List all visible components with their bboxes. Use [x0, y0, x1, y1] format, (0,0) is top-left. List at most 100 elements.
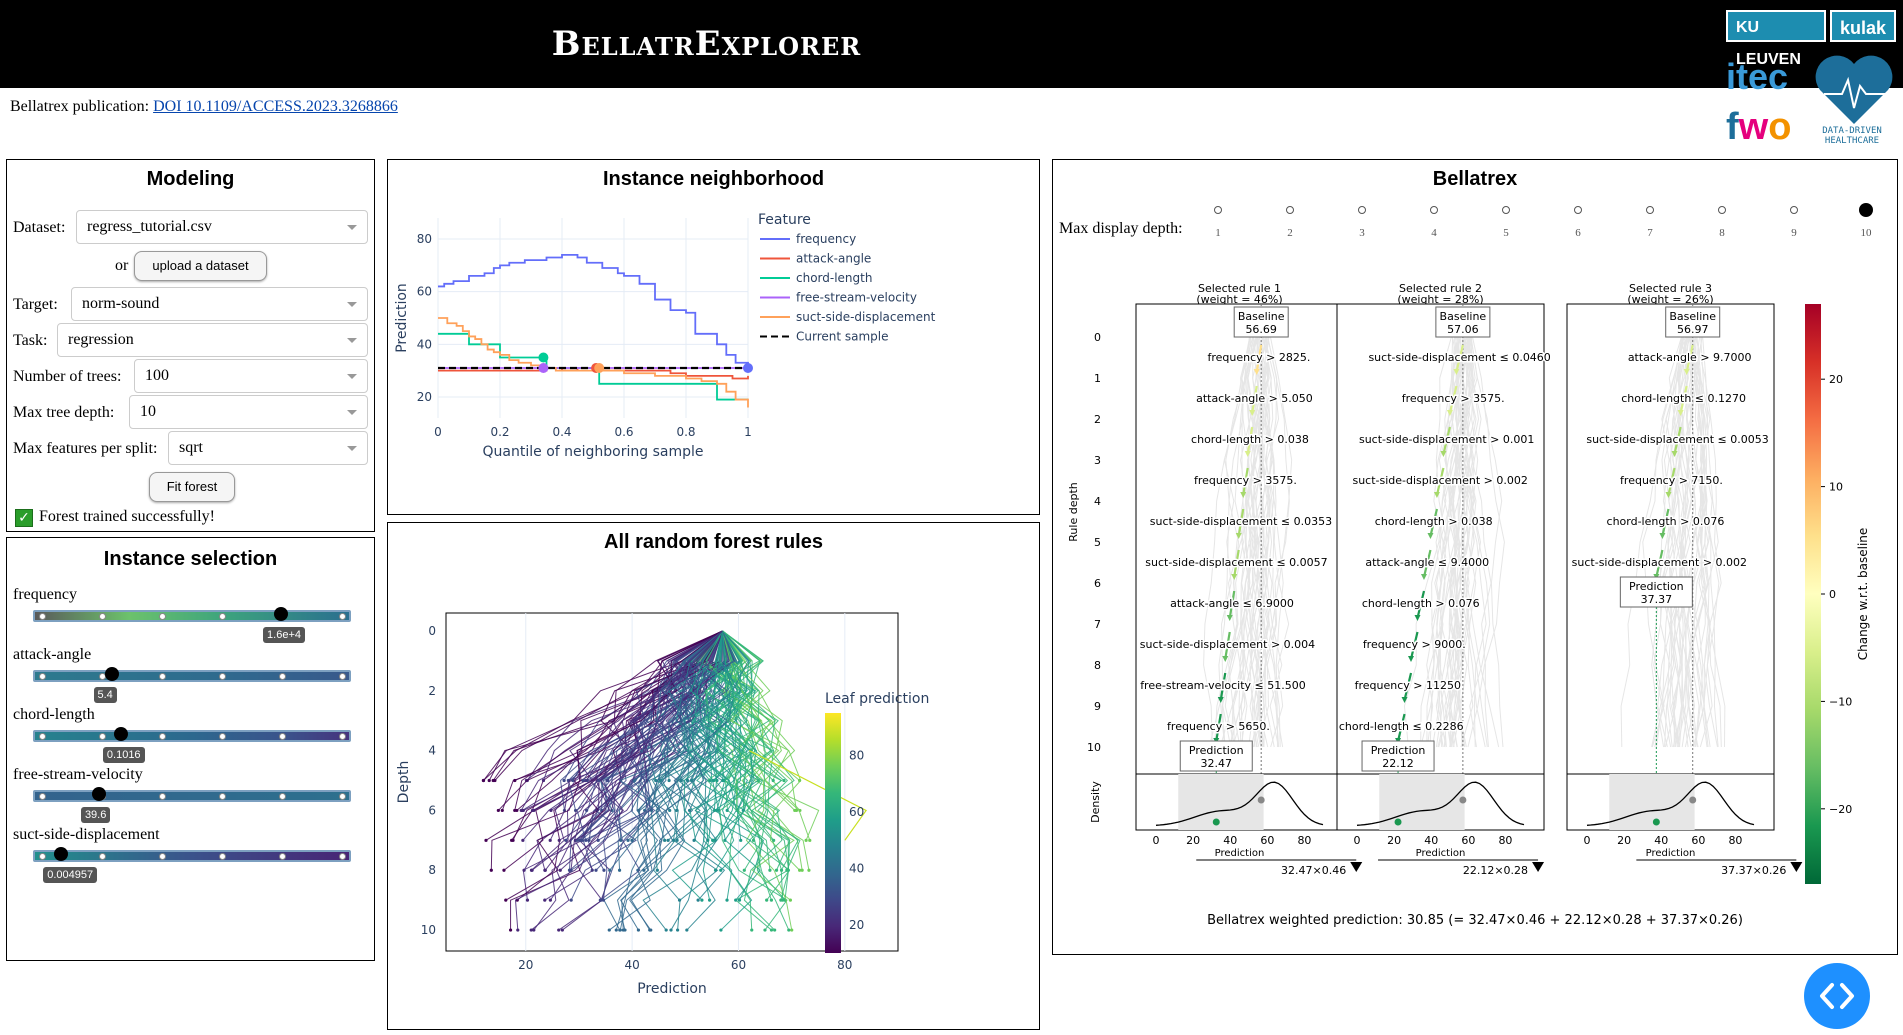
rule-path	[568, 630, 723, 811]
rule-path	[705, 630, 790, 901]
rule-path	[683, 630, 724, 841]
background-path	[1693, 336, 1706, 748]
trees-select[interactable]: 100	[134, 359, 368, 393]
leaf-point	[621, 928, 625, 932]
slider-thumb[interactable]	[274, 607, 289, 621]
sample-marker	[743, 363, 753, 373]
background-path	[1429, 336, 1466, 748]
slider-thumb[interactable]	[113, 727, 128, 741]
background-path	[1679, 336, 1719, 748]
publication-label: Bellatrex publication:	[10, 98, 150, 115]
x-tick-label: 60	[731, 958, 746, 972]
slider-tick	[339, 733, 346, 740]
depth-option-3[interactable]	[1358, 206, 1366, 214]
leaf-point	[685, 928, 689, 932]
slider-tick	[279, 853, 286, 860]
prediction-box	[1619, 576, 1693, 608]
background-path	[1690, 336, 1715, 748]
slider-tick	[219, 853, 226, 860]
bellatrex-title: Bellatrex	[1432, 168, 1518, 190]
slider-thumb[interactable]	[91, 787, 106, 801]
depth-option-1[interactable]	[1214, 206, 1222, 214]
rule-weight: (weight = 26%)	[1627, 293, 1713, 306]
dataset-select[interactable]: regress_tutorial.csv	[76, 210, 368, 244]
depth-option-4[interactable]	[1430, 206, 1438, 214]
leaf-point	[664, 928, 668, 932]
rule-step-arrow	[1242, 467, 1249, 496]
leaf-point	[725, 808, 729, 813]
doi-link[interactable]: DOI 10.1109/ACCESS.2023.3268866	[153, 98, 398, 115]
slider-track-attack-angle[interactable]	[33, 670, 351, 682]
task-select[interactable]: regression	[57, 323, 368, 357]
rule-step-arrow	[1679, 385, 1688, 414]
features-select[interactable]: sqrt	[168, 431, 368, 465]
leaf-point	[636, 928, 641, 932]
code-icon	[1820, 983, 1854, 1009]
rule-path	[722, 630, 785, 781]
slider-tick	[159, 793, 166, 800]
slider-value-tooltip: 1.6e+4	[263, 627, 305, 643]
leaf-point	[774, 868, 779, 872]
leaf-point	[608, 868, 612, 872]
prediction-box	[1361, 740, 1435, 772]
slider-track-suct-side-displacement[interactable]	[33, 850, 351, 862]
depth-option-8[interactable]	[1718, 206, 1726, 214]
rule-path	[721, 630, 820, 841]
depth-option-7[interactable]	[1646, 206, 1654, 214]
slider-track-free-stream-velocity[interactable]	[33, 790, 351, 802]
rule-step-arrow	[1246, 426, 1254, 455]
rule-step-arrow	[1237, 508, 1245, 537]
x-tick-label: 40	[624, 958, 639, 972]
app-title: BellatrExplorer	[551, 24, 862, 64]
depth-option-9[interactable]	[1790, 206, 1798, 214]
rule-condition: free-stream-velocity ≤ 51.500	[1140, 679, 1306, 692]
leaf-point	[785, 868, 789, 872]
code-toggle-button[interactable]	[1804, 963, 1870, 1029]
rule-title: Selected rule 1	[1198, 282, 1281, 295]
upload-dataset-button[interactable]: upload a dataset	[134, 251, 267, 281]
colorbar-tick: 10	[1829, 481, 1843, 494]
leaf-point	[772, 838, 776, 842]
depth-select[interactable]: 10	[129, 395, 368, 429]
arrow-head	[1217, 697, 1224, 703]
x-tick-label: 20	[518, 958, 533, 972]
background-path	[1466, 336, 1488, 748]
leaf-point	[513, 808, 517, 813]
rule-paths	[481, 630, 820, 932]
all-rules-panel: All random forest rules 20 40 60 80 0 2 4 6 8 10 P…	[387, 522, 1040, 1030]
baseline-value: 56.69	[1245, 323, 1277, 336]
slider-tick	[39, 733, 46, 740]
x-axis-label: Quantile of neighboring sample	[483, 444, 704, 460]
slider-track-frequency[interactable]	[33, 610, 351, 622]
arrow-head	[1253, 369, 1260, 375]
background-path	[1241, 336, 1272, 748]
leaf-point	[596, 838, 600, 842]
target-select[interactable]: norm-sound	[71, 287, 368, 321]
x-axis-label: Prediction	[1215, 848, 1265, 859]
rule-condition: chord-length ≤ 0.2286	[1339, 720, 1464, 733]
depth-option-2[interactable]	[1286, 206, 1294, 214]
leaf-point	[614, 928, 618, 932]
arrow-head	[1677, 410, 1684, 416]
slider-thumb[interactable]	[104, 667, 119, 681]
y-tick-label: 80	[417, 232, 432, 246]
background-path	[1256, 336, 1283, 748]
leaf-point	[560, 928, 564, 932]
slider-thumb[interactable]	[54, 847, 69, 861]
x-tick-label: 0	[1354, 834, 1361, 847]
depth-option-5[interactable]	[1502, 206, 1510, 214]
depth-option-10[interactable]	[1859, 203, 1873, 217]
rule-condition: suct-side-displacement > 0.002	[1572, 556, 1747, 569]
rule-condition: chord-length > 0.076	[1607, 515, 1725, 528]
x-tick-label: 20	[1617, 834, 1631, 847]
slider-track-chord-length[interactable]	[33, 730, 351, 742]
leaf-point	[712, 778, 716, 783]
leaf-point	[585, 808, 589, 813]
background-path	[1431, 336, 1472, 748]
depth-option-6[interactable]	[1574, 206, 1582, 214]
leaf-point	[530, 808, 535, 813]
fit-forest-button[interactable]: Fit forest	[149, 472, 235, 502]
background-path	[1448, 336, 1479, 748]
rule-step-arrow	[1233, 549, 1240, 578]
rule-path	[514, 630, 723, 781]
